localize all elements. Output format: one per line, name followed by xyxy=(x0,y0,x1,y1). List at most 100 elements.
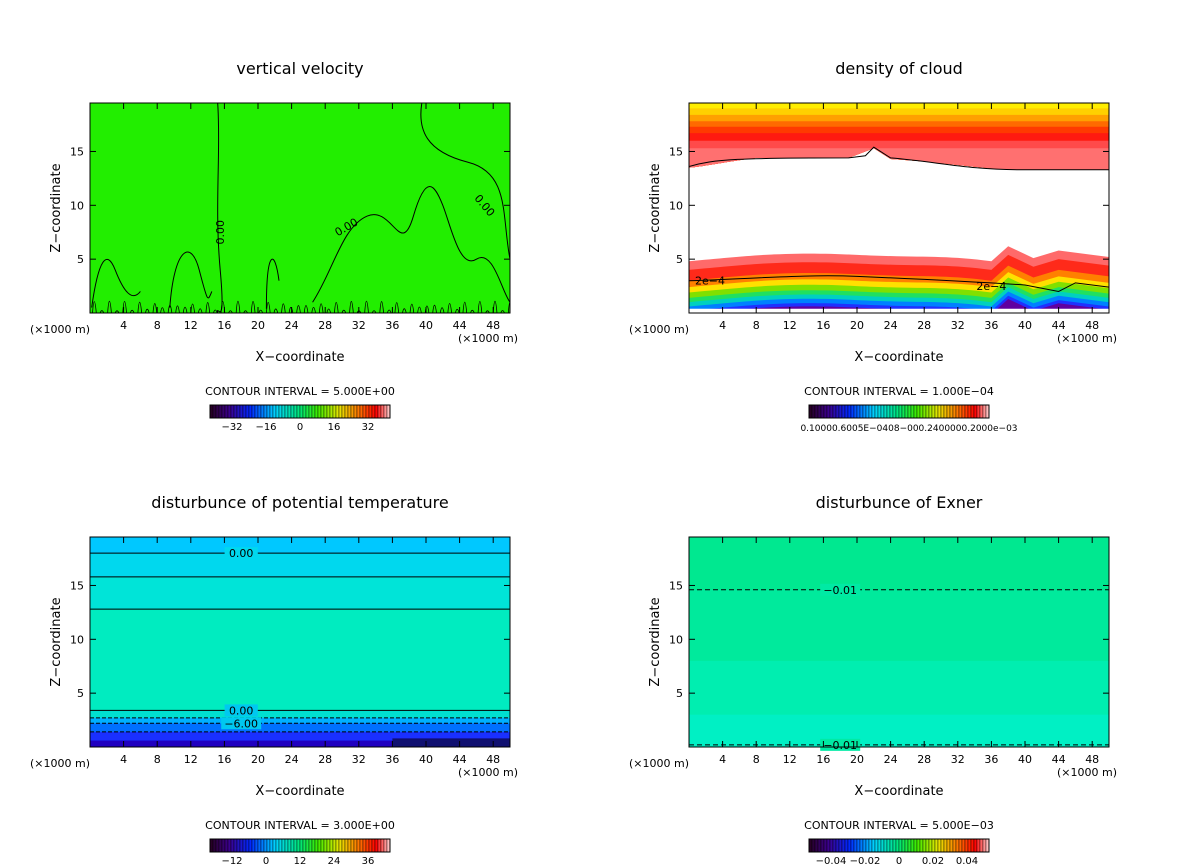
x-tick-label: 24 xyxy=(285,319,299,332)
colorbar-cell xyxy=(847,838,852,853)
x-unit-left: (×1000 m) xyxy=(30,323,90,336)
contour-label: 2e−4 xyxy=(695,275,725,288)
colorbar-cell xyxy=(332,404,337,419)
temperature-band xyxy=(90,740,510,747)
colorbar-cell xyxy=(928,838,933,853)
colorbar-cell xyxy=(284,404,289,419)
colorbar-cell xyxy=(934,404,939,419)
colorbar-cell xyxy=(302,404,307,419)
colorbar-cell xyxy=(958,838,963,853)
colorbar-cell xyxy=(835,404,840,419)
x-tick-label: 48 xyxy=(1085,753,1099,766)
x-axis-label: X−coordinate xyxy=(255,350,344,365)
contour-label: 2e−4 xyxy=(976,280,1006,293)
colorbar-cell xyxy=(961,404,966,419)
colorbar-cell xyxy=(212,838,217,853)
colorbar-cell xyxy=(895,838,900,853)
colorbar-cell xyxy=(913,838,918,853)
colorbar-cell xyxy=(910,838,915,853)
x-tick-label: 32 xyxy=(951,753,965,766)
colorbar-cell xyxy=(952,838,957,853)
colorbar-cell xyxy=(236,404,241,419)
colorbar: −0.04 −0.02 0 0.02 0.04 xyxy=(808,838,990,867)
colorbar-cell xyxy=(254,838,259,853)
colorbar-cell xyxy=(877,404,882,419)
contour-line xyxy=(689,275,1109,292)
x-unit-right: (×1000 m) xyxy=(1057,766,1117,779)
x-tick-label: 16 xyxy=(816,753,830,766)
contour-label-bg xyxy=(820,738,861,751)
colorbar-cell xyxy=(368,838,373,853)
x-tick-label: 4 xyxy=(719,753,726,766)
colorbar-cell xyxy=(374,404,379,419)
colorbar-cell xyxy=(817,838,822,853)
colorbar-cell xyxy=(937,838,942,853)
x-tick-label: 44 xyxy=(453,753,467,766)
contour-line xyxy=(420,103,510,260)
colorbar-cell xyxy=(293,838,298,853)
colorbar-cell xyxy=(838,404,843,419)
colorbar-cell xyxy=(946,404,951,419)
colorbar-cell xyxy=(296,838,301,853)
exner-band xyxy=(689,537,1109,591)
x-tick-label: 8 xyxy=(753,319,760,332)
x-tick-label: 40 xyxy=(419,753,433,766)
colorbar-cell xyxy=(305,838,310,853)
colorbar-cell xyxy=(817,404,822,419)
x-unit-left: (×1000 m) xyxy=(629,323,689,336)
colorbar-cell xyxy=(212,404,217,419)
y-tick-label: 5 xyxy=(77,253,84,266)
contour-label-bg xyxy=(820,583,861,596)
x-tick-label: 36 xyxy=(984,319,998,332)
colorbar-cell xyxy=(889,838,894,853)
colorbar-cell xyxy=(344,404,349,419)
x-tick-label: 40 xyxy=(1018,319,1032,332)
colorbar-cell xyxy=(338,838,343,853)
colorbar-cell xyxy=(371,404,376,419)
colorbar-cell xyxy=(886,404,891,419)
contour-interval: CONTOUR INTERVAL = 5.000E+00 xyxy=(205,385,395,398)
colorbar-cell xyxy=(347,404,352,419)
colorbar-cell xyxy=(275,404,280,419)
colorbar-tick-label: −16 xyxy=(255,422,276,433)
contour-label: 0.00 xyxy=(229,547,254,560)
colorbar-cell xyxy=(368,404,373,419)
x-tick-label: 40 xyxy=(419,319,433,332)
colorbar-cell xyxy=(841,838,846,853)
colorbar-cell xyxy=(979,838,984,853)
colorbar-tick-label: 0 xyxy=(263,856,269,867)
colorbar-cell xyxy=(955,838,960,853)
x-axis-label: X−coordinate xyxy=(854,784,943,799)
y-axis-label: Z−coordinate xyxy=(49,163,64,252)
colorbar-cell xyxy=(898,404,903,419)
colorbar-cell xyxy=(371,838,376,853)
colorbar-cell xyxy=(284,838,289,853)
colorbar-cell xyxy=(383,404,388,419)
colorbar-cell xyxy=(215,838,220,853)
colorbar-cell xyxy=(242,838,247,853)
colorbar-cell xyxy=(883,838,888,853)
temperature-band xyxy=(90,576,510,610)
colorbar-cell xyxy=(895,404,900,419)
colorbar-tick-label: 16 xyxy=(328,422,341,433)
plot-area xyxy=(90,537,510,747)
colorbar-cell xyxy=(380,404,385,419)
colorbar-cell xyxy=(868,838,873,853)
colorbar-cell xyxy=(272,404,277,419)
colorbar-cell xyxy=(883,404,888,419)
cloud-gap xyxy=(689,308,1109,313)
colorbar-cell xyxy=(871,838,876,853)
colorbar-cell xyxy=(916,404,921,419)
colorbar-cell xyxy=(964,838,969,853)
colorbar-cell xyxy=(919,838,924,853)
colorbar-cell xyxy=(922,404,927,419)
colorbar-cell xyxy=(323,404,328,419)
colorbar-cell xyxy=(967,404,972,419)
colorbar-tick-label: 24 xyxy=(328,856,341,867)
colorbar-cell xyxy=(314,838,319,853)
contour-label: 0.00 xyxy=(229,704,254,717)
colorbar-cell xyxy=(338,404,343,419)
colorbar-frame xyxy=(209,838,391,853)
x-tick-label: 16 xyxy=(217,319,231,332)
contour-line xyxy=(689,146,1109,171)
